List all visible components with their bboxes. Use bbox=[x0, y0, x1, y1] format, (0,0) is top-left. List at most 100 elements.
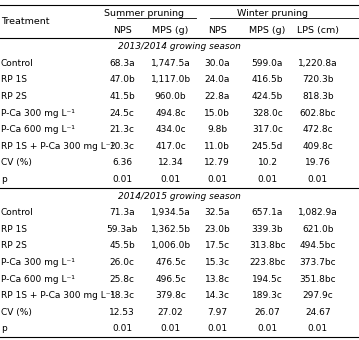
Text: 960.0b: 960.0b bbox=[155, 92, 186, 101]
Text: 1,934.5a: 1,934.5a bbox=[151, 208, 190, 217]
Text: NPS: NPS bbox=[113, 26, 131, 35]
Text: 328.0c: 328.0c bbox=[252, 108, 283, 118]
Text: 2014/2015 growing season: 2014/2015 growing season bbox=[118, 192, 241, 201]
Text: 1,082.9a: 1,082.9a bbox=[298, 208, 337, 217]
Text: 0.01: 0.01 bbox=[257, 324, 278, 334]
Text: 25.8c: 25.8c bbox=[109, 275, 135, 284]
Text: 417.0c: 417.0c bbox=[155, 142, 186, 151]
Text: 496.5c: 496.5c bbox=[155, 275, 186, 284]
Text: 6.36: 6.36 bbox=[112, 158, 132, 167]
Text: 476.5c: 476.5c bbox=[155, 258, 186, 267]
Text: MPS (g): MPS (g) bbox=[152, 26, 189, 35]
Text: 0.01: 0.01 bbox=[112, 324, 132, 334]
Text: 9.8b: 9.8b bbox=[207, 125, 227, 134]
Text: 339.3b: 339.3b bbox=[252, 225, 283, 234]
Text: 41.5b: 41.5b bbox=[109, 92, 135, 101]
Text: 12.53: 12.53 bbox=[109, 308, 135, 317]
Text: 22.8a: 22.8a bbox=[205, 92, 230, 101]
Text: 12.79: 12.79 bbox=[204, 158, 230, 167]
Text: 297.9c: 297.9c bbox=[302, 291, 333, 300]
Text: Control: Control bbox=[1, 59, 33, 68]
Text: RP 1S: RP 1S bbox=[1, 75, 27, 84]
Text: 21.3c: 21.3c bbox=[109, 125, 135, 134]
Text: P-Ca 600 mg L⁻¹: P-Ca 600 mg L⁻¹ bbox=[1, 125, 75, 134]
Text: 424.5b: 424.5b bbox=[252, 92, 283, 101]
Text: 1,006.0b: 1,006.0b bbox=[150, 241, 191, 251]
Text: p: p bbox=[1, 175, 6, 184]
Text: 409.8c: 409.8c bbox=[302, 142, 333, 151]
Text: 0.01: 0.01 bbox=[207, 175, 227, 184]
Text: 20.3c: 20.3c bbox=[109, 142, 135, 151]
Text: 0.01: 0.01 bbox=[308, 175, 328, 184]
Text: MPS (g): MPS (g) bbox=[249, 26, 286, 35]
Text: 11.0b: 11.0b bbox=[204, 142, 230, 151]
Text: 24.67: 24.67 bbox=[305, 308, 331, 317]
Text: 24.5c: 24.5c bbox=[109, 108, 135, 118]
Text: RP 1S: RP 1S bbox=[1, 225, 27, 234]
Text: 45.5b: 45.5b bbox=[109, 241, 135, 251]
Text: 1,362.5b: 1,362.5b bbox=[150, 225, 191, 234]
Text: P-Ca 300 mg L⁻¹: P-Ca 300 mg L⁻¹ bbox=[1, 258, 75, 267]
Text: 599.0a: 599.0a bbox=[252, 59, 283, 68]
Text: 1,220.8a: 1,220.8a bbox=[298, 59, 337, 68]
Text: NPS: NPS bbox=[208, 26, 227, 35]
Text: 0.01: 0.01 bbox=[112, 175, 132, 184]
Text: 2013/2014 growing season: 2013/2014 growing season bbox=[118, 42, 241, 51]
Text: 416.5b: 416.5b bbox=[252, 75, 283, 84]
Text: 26.0c: 26.0c bbox=[109, 258, 135, 267]
Text: 472.8c: 472.8c bbox=[302, 125, 333, 134]
Text: 245.5d: 245.5d bbox=[252, 142, 283, 151]
Text: 7.97: 7.97 bbox=[207, 308, 227, 317]
Text: 602.8bc: 602.8bc bbox=[299, 108, 336, 118]
Text: 494.5bc: 494.5bc bbox=[299, 241, 336, 251]
Text: 32.5a: 32.5a bbox=[204, 208, 230, 217]
Text: 351.8bc: 351.8bc bbox=[299, 275, 336, 284]
Text: Control: Control bbox=[1, 208, 33, 217]
Text: 818.3b: 818.3b bbox=[302, 92, 334, 101]
Text: 71.3a: 71.3a bbox=[109, 208, 135, 217]
Text: RP 1S + P-Ca 300 mg L⁻¹: RP 1S + P-Ca 300 mg L⁻¹ bbox=[1, 142, 114, 151]
Text: 434.0c: 434.0c bbox=[155, 125, 186, 134]
Text: 313.8bc: 313.8bc bbox=[249, 241, 286, 251]
Text: 24.0a: 24.0a bbox=[205, 75, 230, 84]
Text: 379.8c: 379.8c bbox=[155, 291, 186, 300]
Text: 59.3ab: 59.3ab bbox=[106, 225, 138, 234]
Text: 189.3c: 189.3c bbox=[252, 291, 283, 300]
Text: P-Ca 600 mg L⁻¹: P-Ca 600 mg L⁻¹ bbox=[1, 275, 75, 284]
Text: 15.0b: 15.0b bbox=[204, 108, 230, 118]
Text: 19.76: 19.76 bbox=[305, 158, 331, 167]
Text: 223.8bc: 223.8bc bbox=[249, 258, 286, 267]
Text: RP 2S: RP 2S bbox=[1, 92, 27, 101]
Text: 1,117.0b: 1,117.0b bbox=[150, 75, 191, 84]
Text: 657.1a: 657.1a bbox=[252, 208, 283, 217]
Text: 494.8c: 494.8c bbox=[155, 108, 186, 118]
Text: 0.01: 0.01 bbox=[257, 175, 278, 184]
Text: 13.8c: 13.8c bbox=[205, 275, 230, 284]
Text: 68.3a: 68.3a bbox=[109, 59, 135, 68]
Text: Summer pruning: Summer pruning bbox=[104, 9, 183, 18]
Text: 47.0b: 47.0b bbox=[109, 75, 135, 84]
Text: p: p bbox=[1, 324, 6, 334]
Text: CV (%): CV (%) bbox=[1, 308, 32, 317]
Text: 194.5c: 194.5c bbox=[252, 275, 283, 284]
Text: 17.5c: 17.5c bbox=[205, 241, 230, 251]
Text: 0.01: 0.01 bbox=[160, 175, 181, 184]
Text: 373.7bc: 373.7bc bbox=[299, 258, 336, 267]
Text: 720.3b: 720.3b bbox=[302, 75, 334, 84]
Text: 621.0b: 621.0b bbox=[302, 225, 334, 234]
Text: CV (%): CV (%) bbox=[1, 158, 32, 167]
Text: LPS (cm): LPS (cm) bbox=[297, 26, 339, 35]
Text: 12.34: 12.34 bbox=[158, 158, 183, 167]
Text: 0.01: 0.01 bbox=[207, 324, 227, 334]
Text: 10.2: 10.2 bbox=[257, 158, 278, 167]
Text: Winter pruning: Winter pruning bbox=[237, 9, 308, 18]
Text: 23.0b: 23.0b bbox=[204, 225, 230, 234]
Text: 317.0c: 317.0c bbox=[252, 125, 283, 134]
Text: 0.01: 0.01 bbox=[160, 324, 181, 334]
Text: 30.0a: 30.0a bbox=[204, 59, 230, 68]
Text: 27.02: 27.02 bbox=[158, 308, 183, 317]
Text: 14.3c: 14.3c bbox=[205, 291, 230, 300]
Text: 15.3c: 15.3c bbox=[205, 258, 230, 267]
Text: P-Ca 300 mg L⁻¹: P-Ca 300 mg L⁻¹ bbox=[1, 108, 75, 118]
Text: 18.3c: 18.3c bbox=[109, 291, 135, 300]
